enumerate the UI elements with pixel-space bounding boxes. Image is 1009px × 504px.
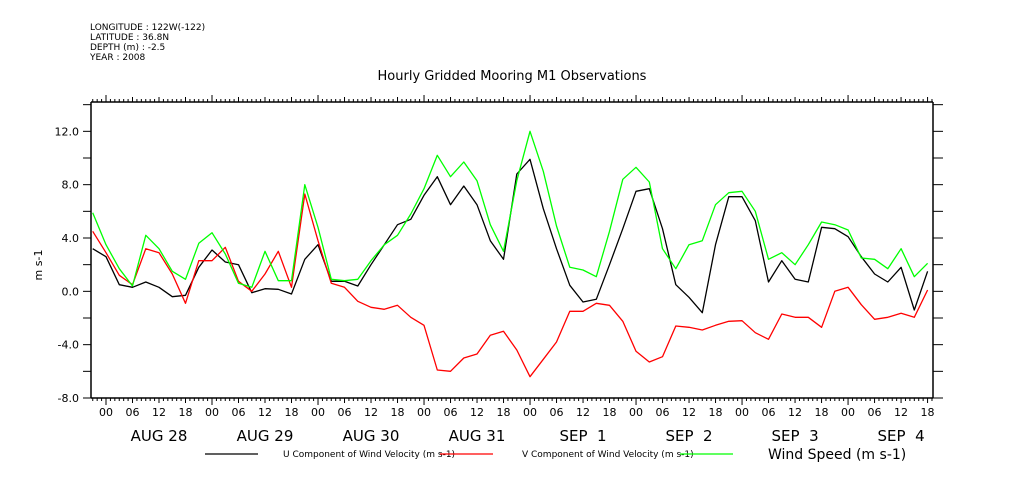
- header-year: YEAR : 2008: [89, 53, 146, 63]
- x-tick-label: 00: [841, 406, 855, 419]
- y-tick-label: -8.0: [58, 392, 79, 405]
- x-tick-label: 00: [99, 406, 113, 419]
- y-tick-label: -4.0: [58, 339, 79, 352]
- x-tick-label: 06: [338, 406, 352, 419]
- x-tick-label: 06: [232, 406, 246, 419]
- x-tick-label: 12: [894, 406, 908, 419]
- x-tick-label: 12: [788, 406, 802, 419]
- legend-label-v: V Component of Wind Velocity (m s-1): [522, 450, 694, 460]
- x-tick-label: 12: [258, 406, 272, 419]
- day-label: AUG 30: [343, 427, 400, 445]
- x-tick-label: 12: [152, 406, 166, 419]
- y-axis-label: m s-1: [32, 250, 45, 281]
- y-tick-label: 0.0: [62, 285, 80, 298]
- x-tick-label: 18: [921, 406, 935, 419]
- x-tick-label: 18: [497, 406, 511, 419]
- x-tick-label: 06: [868, 406, 882, 419]
- x-tick-label: 06: [444, 406, 458, 419]
- x-tick-label: 00: [523, 406, 537, 419]
- axes: -8.0 -4.0 0.0 4.0 8.0 12.0 00 06 12 18 00 06 12 18 00 0…: [55, 95, 943, 445]
- day-label: AUG 28: [131, 427, 188, 445]
- x-tick-label: 00: [205, 406, 219, 419]
- x-tick-label: 06: [656, 406, 670, 419]
- header-depth: DEPTH (m) : -2.5: [90, 43, 165, 53]
- x-tick-label: 12: [576, 406, 590, 419]
- y-tick-label: 8.0: [62, 179, 80, 192]
- y-tick-label: 12.0: [55, 125, 80, 138]
- legend-label-u: U Component of Wind Velocity (m s-1): [283, 450, 455, 460]
- header-latitude: LATITUDE : 36.8N: [90, 33, 169, 43]
- x-tick-label: 18: [603, 406, 617, 419]
- x-tick-label: 18: [179, 406, 193, 419]
- day-label: AUG 31: [449, 427, 506, 445]
- x-tick-label: 06: [126, 406, 140, 419]
- legend-label-speed: Wind Speed (m s-1): [768, 447, 906, 463]
- x-tick-label: 06: [550, 406, 564, 419]
- x-tick-label: 18: [391, 406, 405, 419]
- series-v-component: [92, 193, 929, 378]
- day-label: SEP 3: [771, 427, 818, 445]
- x-tick-label: 18: [815, 406, 829, 419]
- day-label: SEP 2: [665, 427, 712, 445]
- x-tick-label: 12: [682, 406, 696, 419]
- x-tick-label: 12: [470, 406, 484, 419]
- x-tick-label: 00: [629, 406, 643, 419]
- x-tick-label: 18: [285, 406, 299, 419]
- x-tick-label: 06: [762, 406, 776, 419]
- x-tick-label: 00: [735, 406, 749, 419]
- x-tick-label: 18: [709, 406, 723, 419]
- day-label: SEP 4: [877, 427, 924, 445]
- day-label: SEP 1: [559, 427, 606, 445]
- x-tick-label: 12: [364, 406, 378, 419]
- series-u-component: [92, 158, 929, 314]
- day-label: AUG 29: [237, 427, 294, 445]
- plot-area: [92, 130, 929, 378]
- legend: U Component of Wind Velocity (m s-1) V C…: [205, 447, 906, 463]
- chart-title: Hourly Gridded Mooring M1 Observations: [378, 69, 647, 84]
- y-tick-label: 4.0: [62, 232, 80, 245]
- header-longitude: LONGITUDE : 122W(-122): [90, 23, 205, 33]
- series-wind-speed: [92, 130, 929, 288]
- x-tick-label: 00: [417, 406, 431, 419]
- x-tick-label: 00: [311, 406, 325, 419]
